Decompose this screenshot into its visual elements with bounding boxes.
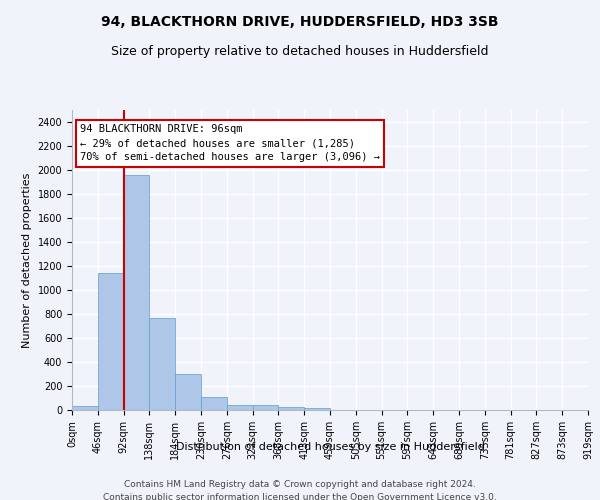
Text: 94, BLACKTHORN DRIVE, HUDDERSFIELD, HD3 3SB: 94, BLACKTHORN DRIVE, HUDDERSFIELD, HD3 … [101, 15, 499, 29]
Bar [72, 406, 98, 410]
Bar [201, 398, 227, 410]
Text: Contains public sector information licensed under the Open Government Licence v3: Contains public sector information licen… [103, 492, 497, 500]
Bar [253, 406, 278, 410]
Text: 94 BLACKTHORN DRIVE: 96sqm
← 29% of detached houses are smaller (1,285)
70% of s: 94 BLACKTHORN DRIVE: 96sqm ← 29% of deta… [80, 124, 380, 162]
Text: Distribution of detached houses by size in Huddersfield: Distribution of detached houses by size … [176, 442, 484, 452]
Bar [98, 273, 124, 410]
Text: Contains HM Land Registry data © Crown copyright and database right 2024.: Contains HM Land Registry data © Crown c… [124, 480, 476, 489]
Bar [175, 374, 201, 410]
Y-axis label: Number of detached properties: Number of detached properties [22, 172, 32, 348]
Bar [227, 404, 253, 410]
Text: Size of property relative to detached houses in Huddersfield: Size of property relative to detached ho… [111, 45, 489, 58]
Bar [304, 408, 330, 410]
Bar [278, 408, 304, 410]
Bar [124, 175, 149, 410]
Bar [149, 318, 175, 410]
